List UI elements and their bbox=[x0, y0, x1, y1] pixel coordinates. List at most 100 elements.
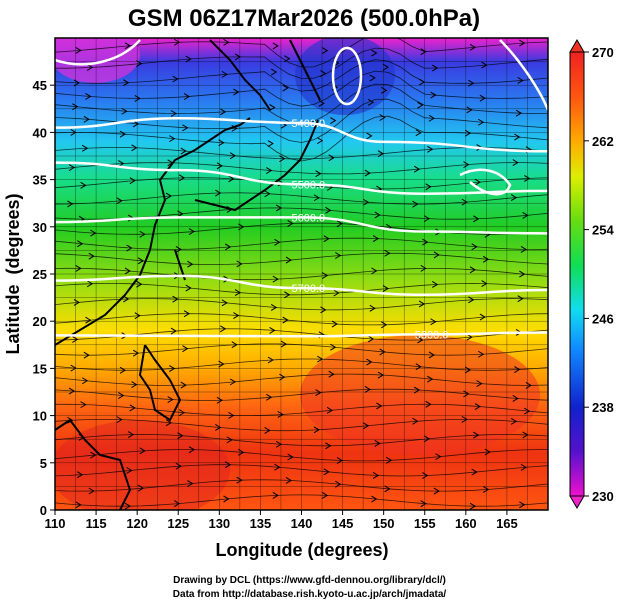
colorbar-min-arrow bbox=[569, 495, 585, 509]
wind-arrow bbox=[126, 467, 133, 474]
wind-arrow bbox=[272, 275, 279, 283]
wind-arrow bbox=[482, 255, 490, 263]
colorbar-tick-label: 254 bbox=[592, 223, 614, 238]
height-contour bbox=[55, 274, 548, 297]
wind-arrow bbox=[90, 229, 97, 237]
wind-arrow bbox=[366, 358, 373, 366]
wind-arrow bbox=[364, 169, 371, 177]
wind-arrow bbox=[435, 453, 442, 461]
wind-arrow bbox=[431, 64, 439, 72]
wind-arrow bbox=[471, 243, 478, 251]
x-tick-label: 110 bbox=[45, 516, 66, 531]
wind-arrow bbox=[175, 245, 182, 253]
wind-arrow bbox=[175, 462, 182, 470]
wind-arrow bbox=[221, 299, 228, 307]
wind-arrow bbox=[85, 316, 92, 324]
wind-arrow bbox=[188, 446, 196, 454]
wind-arrow bbox=[170, 327, 177, 335]
wind-arrow bbox=[474, 403, 481, 410]
wind-arrow bbox=[233, 312, 240, 319]
plot-area: 5400.0 5500.0 5600.0 5700.0 5800.0 bbox=[55, 38, 548, 510]
wind-arrow bbox=[282, 84, 289, 92]
wind-arrow bbox=[81, 377, 89, 385]
colorbar-tick-label: 262 bbox=[592, 134, 614, 149]
wind-arrow bbox=[328, 370, 335, 378]
ridge-contour bbox=[459, 168, 512, 196]
contour-label: 5600.0 bbox=[292, 212, 326, 224]
wind-arrow bbox=[412, 417, 419, 425]
wind-arrow bbox=[165, 192, 173, 200]
x-tick-label: 160 bbox=[455, 516, 477, 531]
y-tick-label: 40 bbox=[33, 125, 47, 140]
wind-arrow bbox=[430, 318, 437, 326]
wind-arrow bbox=[173, 38, 181, 46]
wind-arrow bbox=[123, 295, 130, 303]
colorbar-bar bbox=[569, 51, 585, 497]
cold-core-low bbox=[295, 38, 395, 115]
wind-arrow bbox=[517, 77, 524, 84]
wind-arrow bbox=[382, 63, 389, 71]
wind-arrow bbox=[464, 129, 472, 137]
wind-arrow bbox=[315, 170, 322, 178]
wind-arrow bbox=[75, 47, 82, 54]
wind-arrow bbox=[85, 92, 92, 100]
wind-arrow bbox=[216, 396, 223, 404]
wind-arrow bbox=[172, 75, 179, 83]
wind-arrow bbox=[83, 351, 90, 359]
wind-arrow bbox=[461, 415, 468, 423]
wind-arrow bbox=[381, 321, 388, 329]
wind-arrow bbox=[313, 426, 320, 434]
x-axis-label: Longitude (degrees) bbox=[215, 540, 388, 560]
wind-arrow bbox=[139, 447, 146, 455]
extra-contours bbox=[55, 39, 548, 196]
y-tick-label: 0 bbox=[40, 503, 47, 518]
wind-arrow bbox=[479, 94, 486, 102]
wind-arrow bbox=[187, 260, 194, 268]
wind-arrow bbox=[463, 161, 470, 169]
wind-arrow bbox=[461, 198, 468, 206]
wind-arrow bbox=[412, 200, 419, 208]
wind-arrow bbox=[81, 144, 89, 152]
height-contours bbox=[55, 116, 548, 338]
height-contour bbox=[55, 331, 548, 338]
wind-arrow bbox=[90, 451, 97, 459]
wind-arrow bbox=[418, 78, 426, 86]
wind-arrow bbox=[321, 272, 329, 279]
x-tick-label: 165 bbox=[496, 516, 518, 531]
wind-arrow bbox=[377, 150, 384, 158]
wind-arrow bbox=[267, 356, 274, 364]
wind-arrow bbox=[266, 167, 273, 174]
x-tick-label: 150 bbox=[373, 516, 395, 531]
wind-arrow bbox=[425, 183, 432, 191]
wind-arrow bbox=[215, 189, 222, 197]
wind-arrow bbox=[124, 502, 131, 510]
colorbar-tick-label: 230 bbox=[592, 489, 614, 504]
x-tick-label: 155 bbox=[414, 516, 436, 531]
wind-arrow bbox=[384, 485, 391, 493]
wind-arrow bbox=[223, 495, 230, 503]
colorbar-tick-label: 246 bbox=[592, 311, 614, 326]
wind-arrow bbox=[218, 139, 225, 147]
y-tick-label: 45 bbox=[33, 78, 47, 93]
wind-arrow bbox=[362, 198, 370, 206]
warm-patch-sw bbox=[55, 420, 230, 510]
y-tick-label: 5 bbox=[40, 456, 47, 471]
wind-arrow bbox=[330, 117, 337, 124]
wind-arrow bbox=[264, 427, 271, 434]
wind-arrow bbox=[514, 133, 521, 141]
wind-arrow bbox=[413, 165, 421, 173]
wind-arrow bbox=[177, 432, 184, 440]
wind-arrow bbox=[129, 404, 136, 412]
wind-arrow bbox=[433, 487, 440, 495]
wind-arrow bbox=[287, 453, 294, 461]
wind-arrow bbox=[285, 477, 292, 484]
wind-arrow bbox=[512, 159, 519, 167]
wind-arrow bbox=[67, 416, 74, 424]
wind-arrow bbox=[417, 101, 424, 109]
wind-arrow bbox=[415, 363, 422, 371]
wind-arrow bbox=[422, 472, 429, 479]
wind-arrow bbox=[88, 252, 95, 260]
wind-arrow bbox=[121, 107, 128, 115]
wind-arrow bbox=[216, 162, 223, 170]
wind-arrow bbox=[325, 442, 332, 450]
